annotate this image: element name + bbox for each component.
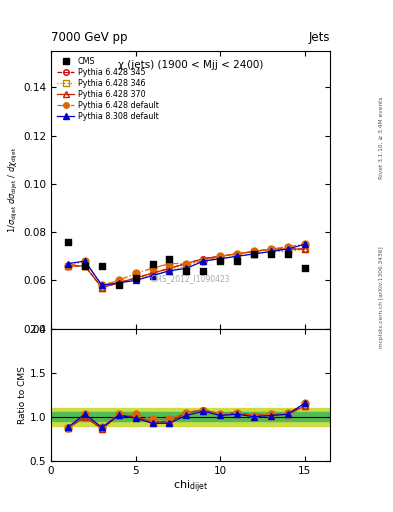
Text: CMS_2012_I1090423: CMS_2012_I1090423 xyxy=(151,274,230,283)
Text: Rivet 3.1.10, ≥ 3.4M events: Rivet 3.1.10, ≥ 3.4M events xyxy=(379,97,384,180)
Legend: CMS, Pythia 6.428 345, Pythia 6.428 346, Pythia 6.428 370, Pythia 6.428 default,: CMS, Pythia 6.428 345, Pythia 6.428 346,… xyxy=(55,55,160,122)
Point xyxy=(82,262,88,270)
Point xyxy=(234,257,240,265)
Point xyxy=(183,267,189,275)
Point xyxy=(132,274,139,282)
Point xyxy=(217,257,223,265)
Y-axis label: $1/\sigma_\mathrm{dijet}\ d\sigma_\mathrm{dijet}\ /\ d\chi_\mathrm{dijet}$: $1/\sigma_\mathrm{dijet}\ d\sigma_\mathr… xyxy=(7,147,20,233)
Point xyxy=(116,281,122,289)
Point xyxy=(251,250,257,258)
Point xyxy=(99,262,105,270)
Point xyxy=(285,250,291,258)
Point xyxy=(301,264,308,272)
X-axis label: chi$_\mathrm{dijet}$: chi$_\mathrm{dijet}$ xyxy=(173,478,208,495)
Point xyxy=(149,260,156,268)
Y-axis label: Ratio to CMS: Ratio to CMS xyxy=(18,366,27,423)
Point xyxy=(268,250,274,258)
Text: 7000 GeV pp: 7000 GeV pp xyxy=(51,31,128,44)
Point xyxy=(65,238,71,246)
Text: Jets: Jets xyxy=(309,31,330,44)
Text: mcplots.cern.ch [arXiv:1306.3436]: mcplots.cern.ch [arXiv:1306.3436] xyxy=(379,246,384,348)
Text: χ (jets) (1900 < Mjj < 2400): χ (jets) (1900 < Mjj < 2400) xyxy=(118,59,263,70)
Point xyxy=(200,267,206,275)
Point xyxy=(166,254,173,263)
